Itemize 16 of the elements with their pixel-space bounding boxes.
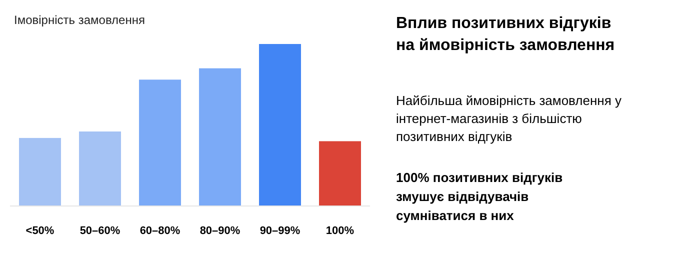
y-axis-title: Імовірність замовлення	[14, 13, 145, 27]
bar	[259, 44, 301, 206]
bar	[19, 138, 61, 206]
x-tick-label: 100%	[326, 225, 354, 237]
text: Вплив позитивних відгуків на ймовірність замовлення	[396, 15, 615, 54]
bar	[139, 80, 181, 206]
bar	[199, 68, 241, 206]
text: Найбільша ймовірність замовлення у інтернет-магазинів з більшістю позитивних відгуків	[396, 93, 622, 144]
bar	[319, 141, 361, 206]
text: 100% позитивних відгуків змушує відвідувачів сумніватися в них	[396, 170, 563, 223]
x-tick-label: 60–80%	[140, 225, 180, 237]
x-tick-label: 90–99%	[260, 225, 300, 237]
x-tick-label: 80–90%	[200, 225, 240, 237]
bar	[79, 131, 121, 206]
x-tick-label: 50–60%	[80, 225, 120, 237]
x-tick-label: <50%	[26, 225, 54, 237]
